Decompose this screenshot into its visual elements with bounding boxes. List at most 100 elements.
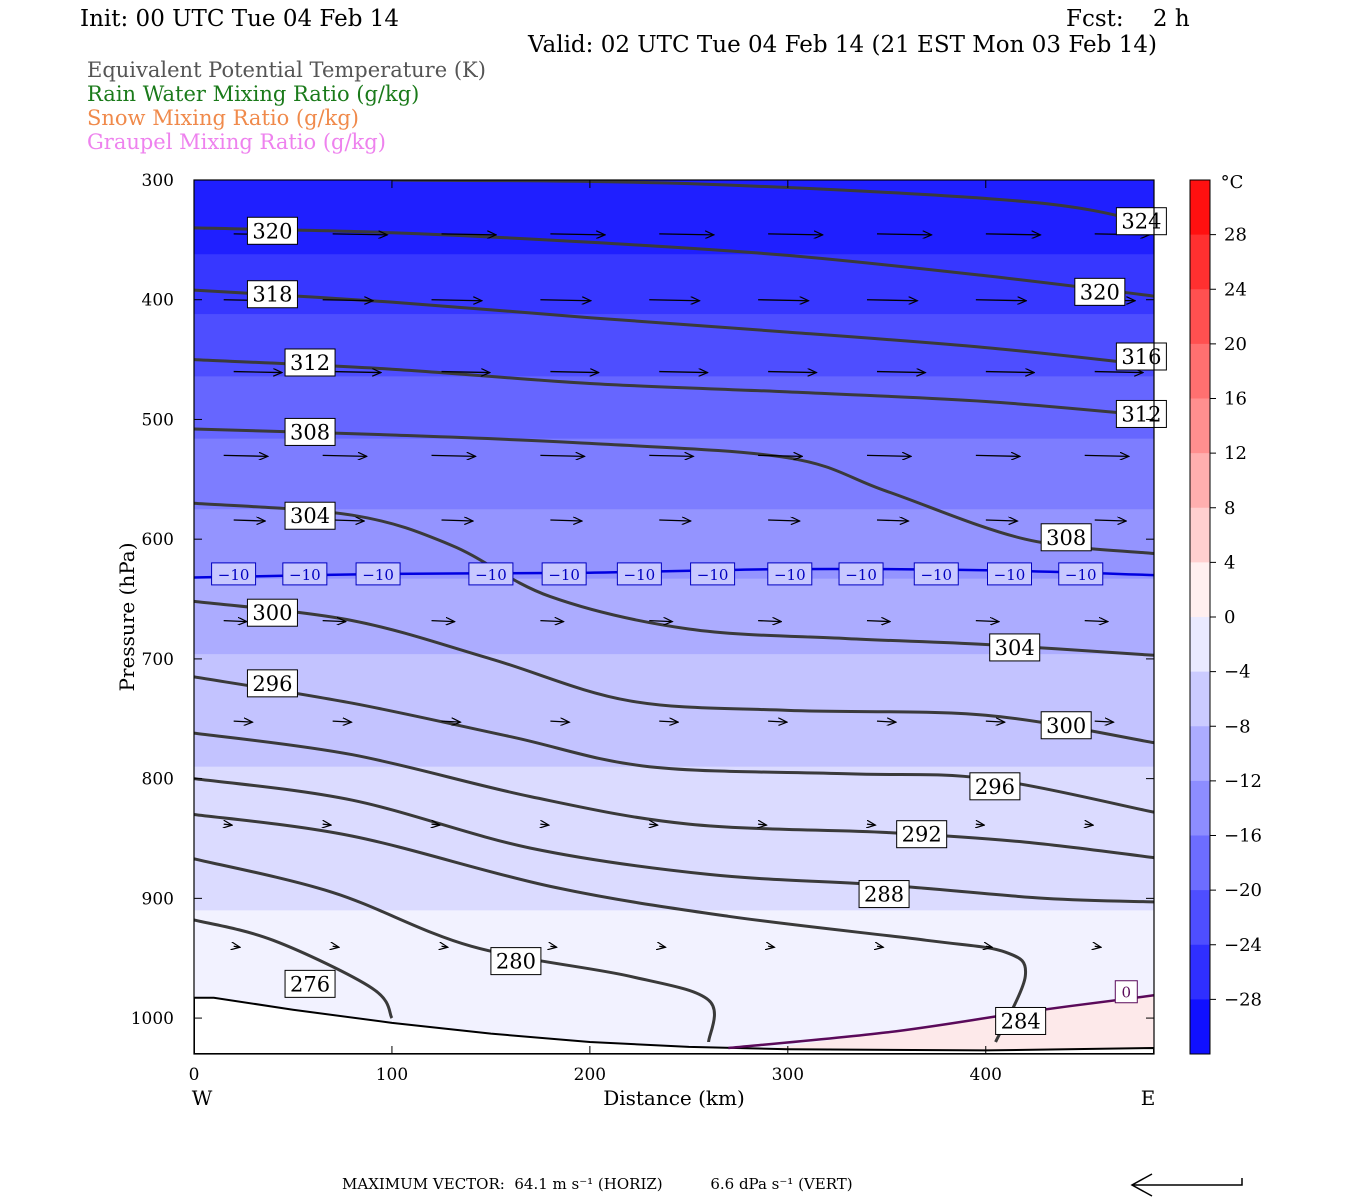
isotherm-label-box — [211, 562, 257, 586]
terrain-ground — [194, 996, 1154, 1054]
wind-vector — [768, 520, 800, 521]
contour-label-box — [969, 772, 1021, 801]
wind-vector — [1085, 824, 1093, 825]
isotherm-label-box — [355, 562, 401, 586]
colorbar-segment — [1190, 617, 1210, 673]
x-tick-label: 0 — [189, 1065, 200, 1085]
contour-label-text: 324 — [1121, 210, 1161, 234]
legend-snow: Snow Mixing Ratio (g/kg) — [87, 106, 359, 130]
wind-vector — [1094, 520, 1127, 521]
contour-label-292: 292 — [896, 820, 948, 849]
colorbar-segment — [1190, 562, 1210, 618]
wind-vector — [540, 621, 563, 622]
x-tick-label: 400 — [970, 1065, 1002, 1085]
contour-label-284: 284 — [995, 1006, 1047, 1035]
contour-label-box — [246, 669, 298, 698]
wind-vector — [1094, 372, 1143, 373]
wind-vector — [985, 234, 1041, 235]
wind-vector — [659, 721, 678, 722]
valid-time: Valid: 02 UTC Tue 04 Feb 14 (21 EST Mon … — [528, 32, 1157, 58]
temperature-band-4 — [194, 438, 1154, 511]
contour-label-318: 318 — [246, 280, 298, 309]
isotherm-label-text: −10 — [289, 566, 321, 584]
isotherm-label-box — [468, 562, 514, 586]
wind-vector — [985, 520, 1018, 521]
contour-label-box — [246, 216, 298, 245]
colorbar-tick-label: 4 — [1224, 552, 1235, 573]
isotherm-zero-label-box — [1114, 980, 1138, 1004]
x-axis-label: Distance (km) — [603, 1086, 745, 1110]
contour-label-text: 320 — [1080, 280, 1120, 304]
y-tick-label: 600 — [142, 530, 174, 550]
contour-label-300: 300 — [1040, 711, 1092, 740]
isotherm-label-text: −10 — [624, 566, 656, 584]
wind-vector — [550, 234, 605, 235]
wind-vector — [332, 372, 381, 373]
legend-rain: Rain Water Mixing Ratio (g/kg) — [87, 82, 420, 106]
wind-vector — [758, 621, 781, 622]
x-tick-label: 200 — [574, 1065, 606, 1085]
wind-vector — [758, 455, 802, 456]
contour-label-312: 312 — [284, 348, 336, 377]
contour-label-box — [1040, 523, 1092, 552]
contour-label-304: 304 — [989, 633, 1041, 662]
wind-vector — [550, 721, 569, 722]
wind-vector — [876, 721, 896, 722]
isotherm-label-text: −10 — [920, 566, 952, 584]
isotherm-label-box — [838, 562, 884, 586]
isotherm-label-text: −10 — [1065, 566, 1097, 584]
theta-e-contour-312 — [194, 358, 1154, 418]
colorbar-segment — [1190, 343, 1210, 399]
contour-label-296: 296 — [969, 772, 1021, 801]
isotherm-label: −10 — [616, 562, 662, 586]
wind-vector — [876, 372, 925, 373]
x-tick-label: 100 — [376, 1065, 408, 1085]
contour-label-312: 312 — [1115, 399, 1167, 428]
wind-vector — [333, 946, 339, 947]
wind-vector — [223, 455, 268, 456]
colorbar-segment — [1190, 780, 1210, 836]
contour-label-text: 296 — [252, 672, 292, 696]
contour-label-text: 304 — [995, 636, 1035, 660]
colorbar-segment — [1190, 398, 1210, 454]
wind-vector — [233, 372, 282, 373]
wind-vector — [1095, 946, 1101, 947]
contour-label-box — [246, 280, 298, 309]
colorbar-tick-label: 24 — [1224, 279, 1247, 300]
colorbar-segment — [1190, 726, 1210, 782]
contour-label-280: 280 — [490, 947, 542, 976]
colorbar-tick-label: −12 — [1224, 771, 1262, 792]
isotherm-label: −10 — [282, 562, 328, 586]
y-tick-label: 300 — [142, 171, 174, 191]
y-tick-label: 800 — [142, 770, 174, 790]
colorbar-segment — [1190, 944, 1210, 1000]
wind-vector — [441, 372, 490, 373]
contour-label-box — [490, 947, 542, 976]
contour-label-box — [284, 348, 336, 377]
x-axis-west: W — [192, 1086, 213, 1110]
contour-label-box — [1115, 342, 1167, 371]
contour-label-288: 288 — [858, 880, 910, 909]
isotherm-label-text: −10 — [362, 566, 394, 584]
wind-vector — [322, 300, 373, 301]
legend-graupel: Graupel Mixing Ratio (g/kg) — [87, 130, 386, 154]
isotherm-label: −10 — [211, 562, 257, 586]
y-axis-label: Pressure (hPa) — [115, 543, 139, 692]
contour-label-box — [246, 598, 298, 627]
isotherm-zero — [728, 994, 1154, 1050]
isotherm-label-text: −10 — [994, 566, 1026, 584]
cross-section-chart: 324 320 320 318 316 312 312 308 308 304 304 300 300 2… — [115, 171, 1262, 1110]
isotherm-label-box — [282, 562, 328, 586]
isotherm-label-text: −10 — [548, 566, 580, 584]
theta-e-contour-300 — [194, 599, 1154, 745]
contour-label-box — [284, 969, 336, 998]
contour-label-box — [989, 633, 1041, 662]
wind-vector — [332, 520, 365, 521]
contour-label-text: 316 — [1121, 345, 1161, 369]
wind-vector — [550, 372, 598, 373]
isotherm-label-text: −10 — [845, 566, 877, 584]
wind-vector — [432, 824, 440, 825]
isotherm-label: −10 — [541, 562, 587, 586]
contour-label-box — [1074, 277, 1126, 306]
wind-vector — [540, 300, 590, 301]
